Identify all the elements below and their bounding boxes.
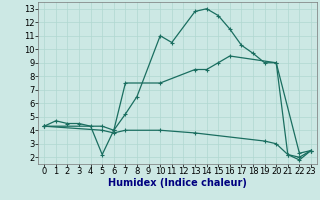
X-axis label: Humidex (Indice chaleur): Humidex (Indice chaleur) [108,178,247,188]
